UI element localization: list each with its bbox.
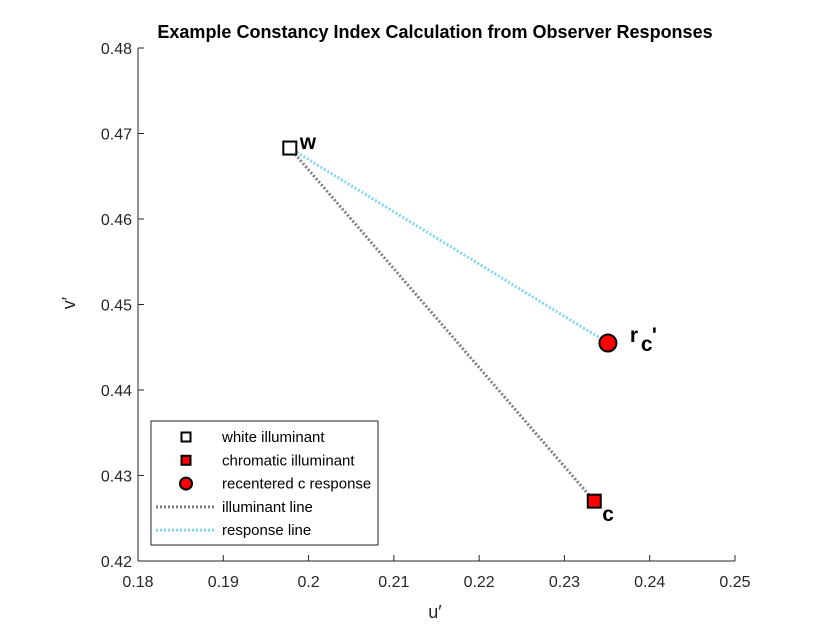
series-lines [288, 146, 609, 503]
chart-title: Example Constancy Index Calculation from… [157, 22, 712, 42]
legend-label: chromatic illuminant [222, 452, 355, 469]
legend-label: illuminant line [222, 499, 313, 516]
y-tick-label: 0.46 [101, 212, 132, 229]
point-label-rc-sub: c [641, 333, 653, 356]
legend-swatch-2 [180, 454, 192, 466]
x-tick-label: 0.24 [634, 574, 665, 591]
response-line [289, 146, 609, 345]
legend-swatch-3 [179, 476, 193, 491]
point-label-rc-main: r [630, 324, 638, 347]
legend-label: recentered c response [222, 476, 371, 493]
point-label-w: w [299, 131, 317, 154]
y-tick-label: 0.47 [101, 127, 132, 144]
y-tick-label: 0.44 [101, 383, 132, 400]
y-tick-label: 0.42 [101, 554, 132, 571]
point-annotations: wcr c ' [299, 131, 657, 526]
chromatic-illuminant-marker [586, 493, 602, 509]
x-tick-label: 0.21 [378, 574, 409, 591]
x-tick-label: 0.19 [208, 574, 239, 591]
recentered-response-marker [598, 333, 618, 353]
y-tick-label: 0.43 [101, 469, 132, 486]
x-tick-label: 0.2 [297, 574, 319, 591]
illuminant-line [288, 147, 596, 503]
y-axis-label: v′ [59, 296, 79, 309]
axes: 0.18 0.19 0.2 0.21 0.22 0.23 0.24 0.25 0.42 0.43 0… [101, 41, 751, 591]
point-label-rc-prime: ' [652, 324, 657, 347]
series-markers [282, 140, 618, 509]
x-axis-label: u′ [428, 602, 442, 622]
legend-label: white illuminant [221, 429, 325, 446]
x-tick-label: 0.18 [122, 574, 153, 591]
legend-swatch-1 [180, 431, 192, 443]
legend: white illuminant chromatic illuminant rece… [150, 420, 379, 546]
point-label-c: c [602, 503, 614, 526]
y-tick-label: 0.45 [101, 298, 132, 315]
x-tick-label: 0.23 [549, 574, 580, 591]
white-illuminant-marker [282, 140, 298, 156]
y-tick-label: 0.48 [101, 41, 132, 58]
x-tick-label: 0.25 [719, 574, 750, 591]
legend-label: response line [222, 522, 311, 539]
x-tick-label: 0.22 [464, 574, 495, 591]
